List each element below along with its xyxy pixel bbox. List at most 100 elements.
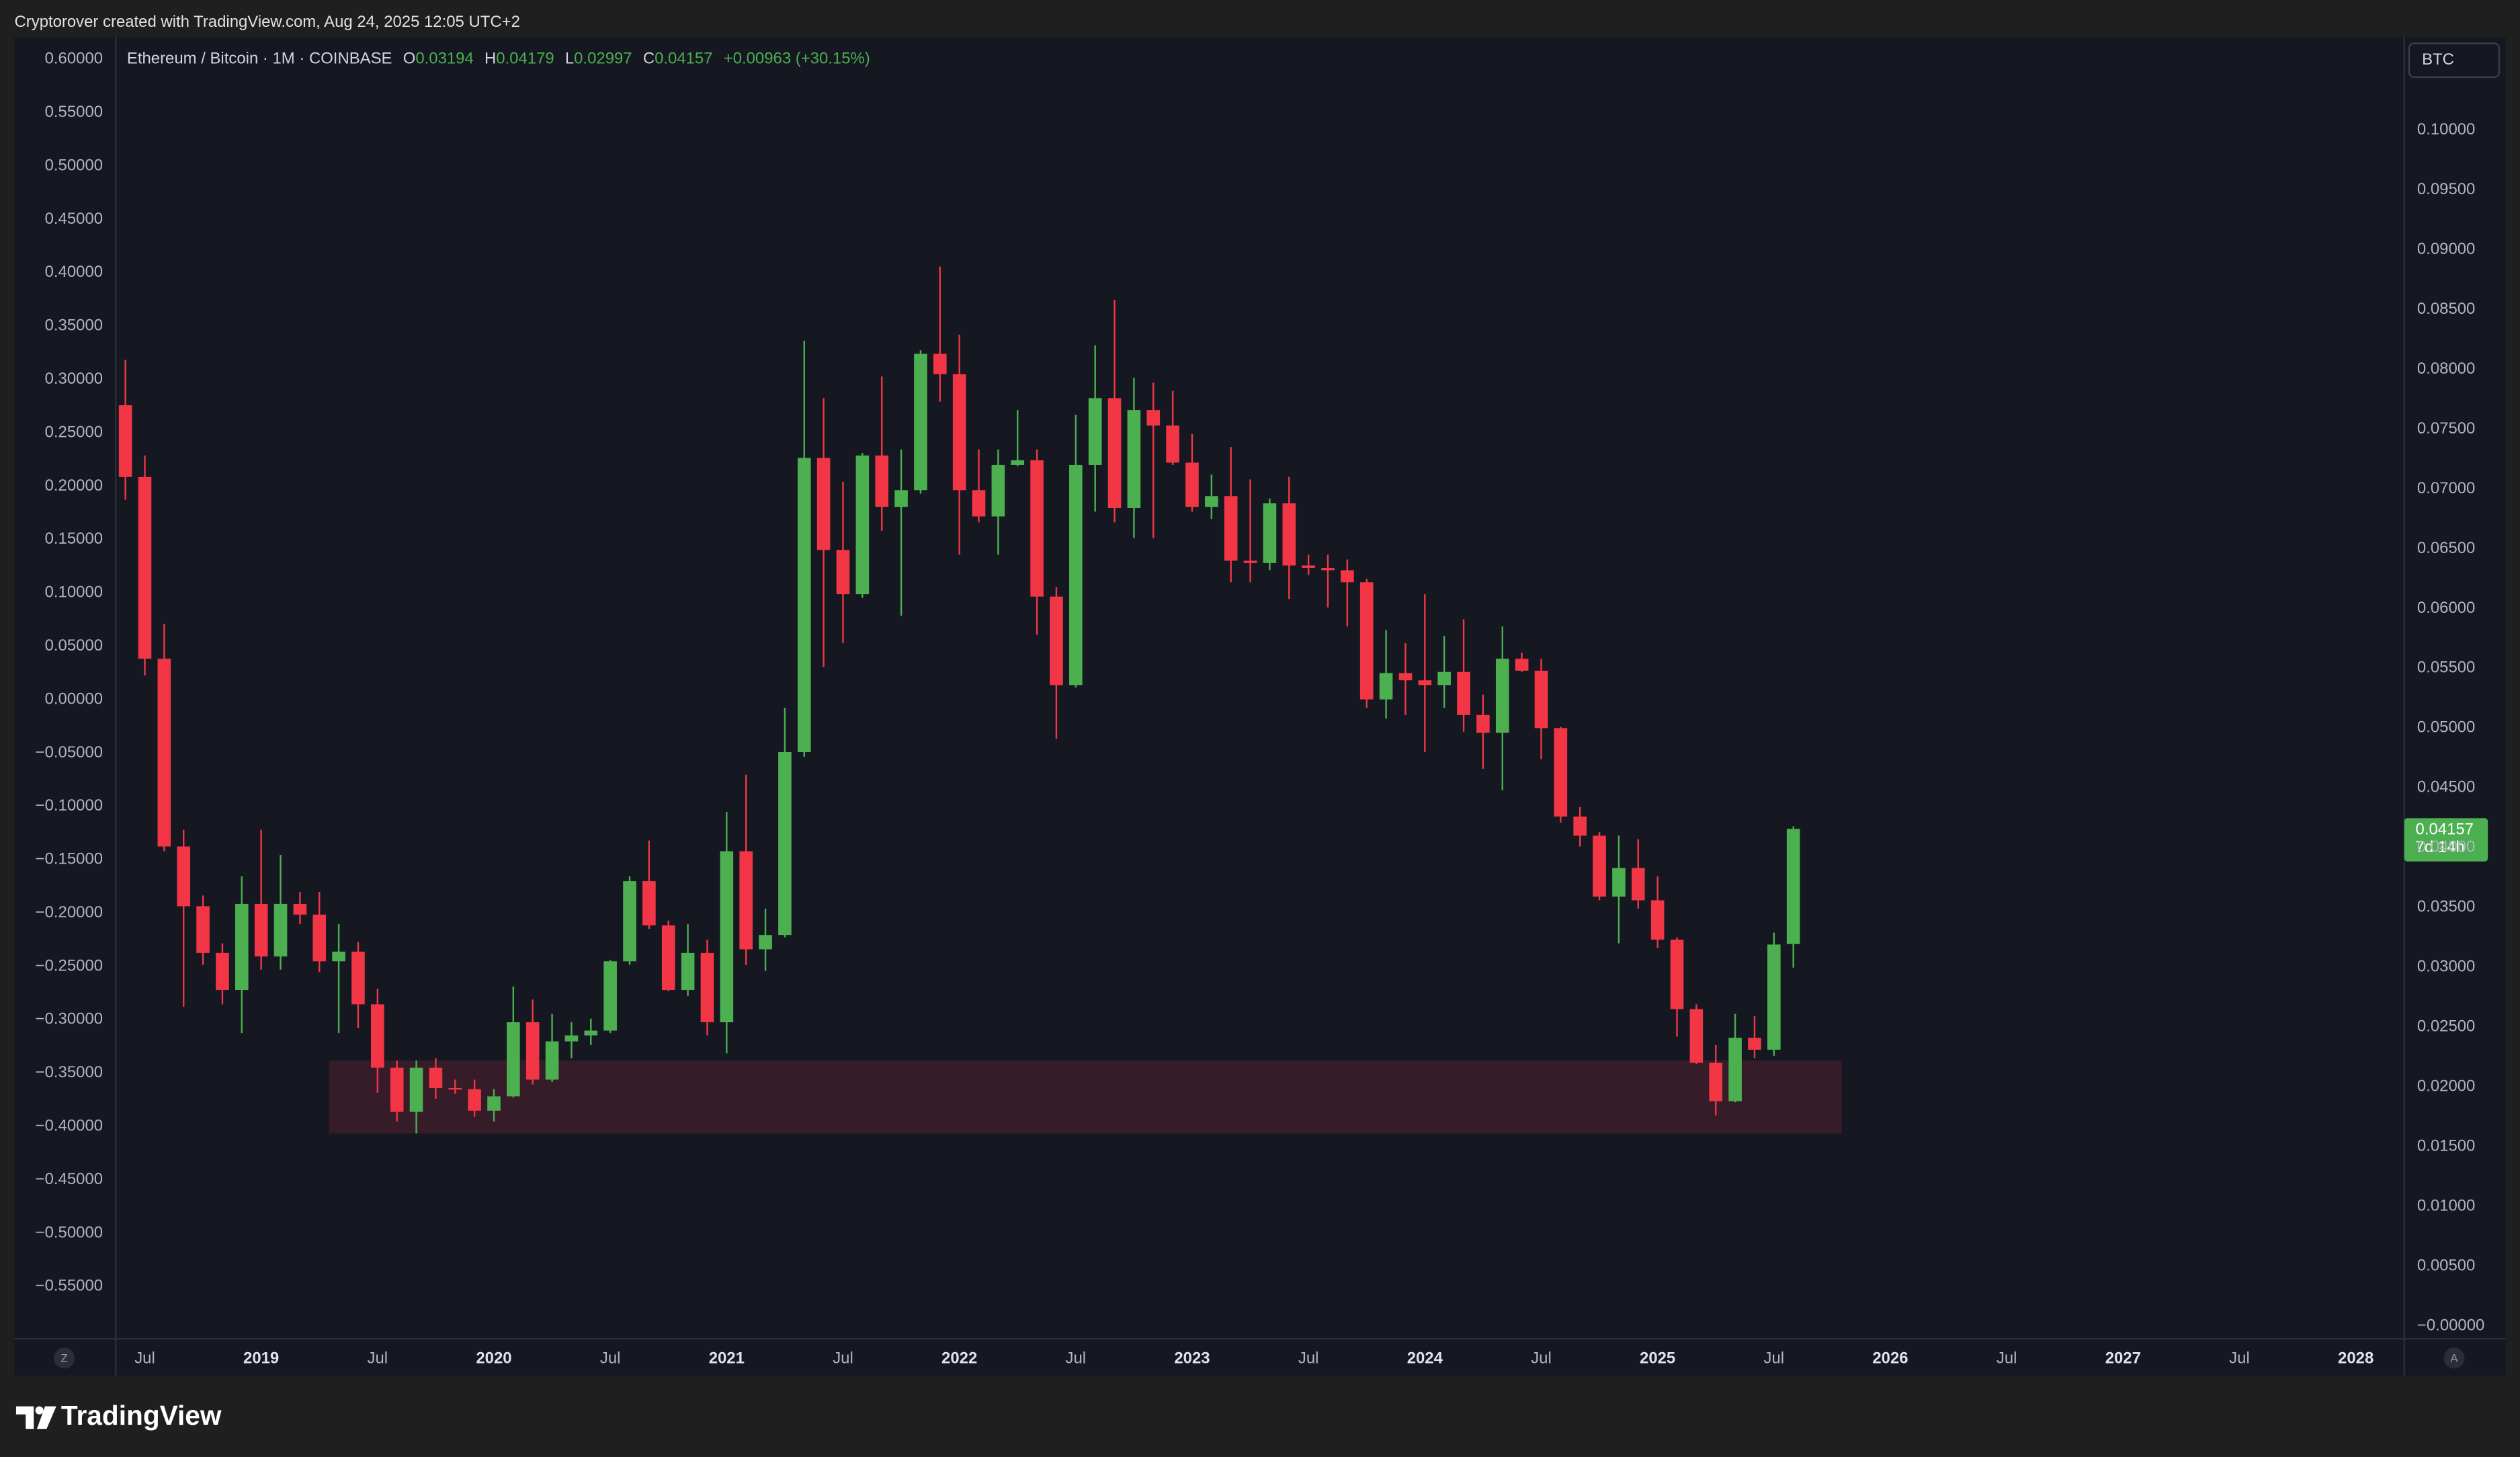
candle-body — [177, 846, 191, 907]
chart-legend: Ethereum / Bitcoin · 1M · COINBASE O0.03… — [127, 50, 870, 68]
currency-button[interactable] — [2408, 42, 2501, 78]
candle-body — [1631, 868, 1645, 901]
candle-body — [1515, 659, 1529, 671]
zoom-label: Z — [61, 1352, 68, 1365]
x-tick-label: 2028 — [2338, 1349, 2374, 1367]
candle-body — [409, 1067, 423, 1112]
x-tick-label: 2019 — [243, 1349, 279, 1367]
y-tick-label: 0.07500 — [2417, 419, 2475, 438]
candle-body — [487, 1096, 501, 1111]
candle-body — [972, 490, 986, 517]
ohlc-value: 0.03194 — [415, 50, 473, 68]
y2-tick-label: 0.10000 — [45, 583, 103, 601]
ohlc-value: 0.04179 — [496, 50, 554, 68]
candle-body — [1476, 714, 1490, 733]
candle-body — [293, 903, 307, 915]
candle-body — [1088, 398, 1102, 465]
candle-body — [526, 1022, 540, 1080]
candle-body — [1767, 944, 1781, 1050]
candle-body — [720, 851, 734, 1023]
y-tick-label: 0.01000 — [2417, 1196, 2475, 1214]
y-tick-label: 0.09000 — [2417, 240, 2475, 258]
candle-body — [836, 550, 850, 595]
credit: Cryptorover created with TradingView.com… — [15, 13, 520, 31]
candle-body — [1127, 410, 1141, 509]
y2-tick-label: −0.35000 — [36, 1063, 103, 1081]
y-tick-label: 0.06000 — [2417, 599, 2475, 617]
candle-body — [1359, 582, 1374, 700]
x-tick-label: 2020 — [476, 1349, 511, 1367]
candle-body — [894, 490, 908, 507]
y2-tick-label: 0.20000 — [45, 476, 103, 495]
y2-tick-label: 0.30000 — [45, 370, 103, 388]
x-tick-label: Jul — [1997, 1349, 2017, 1367]
x-tick-label: Jul — [134, 1349, 155, 1367]
candle-body — [1263, 503, 1277, 563]
candle-body — [1786, 829, 1800, 944]
x-tick-label: Jul — [833, 1349, 853, 1367]
x-tick-label: Jul — [1066, 1349, 1087, 1367]
y2-tick-label: 0.15000 — [45, 530, 103, 548]
ohlc-letter: H — [485, 50, 496, 68]
candle-body — [118, 405, 132, 477]
candle-body — [216, 952, 229, 991]
y-tick-label: −0.00000 — [2417, 1316, 2484, 1334]
candle-body — [1457, 671, 1470, 715]
candle-body — [157, 659, 171, 847]
x-tick-label: Jul — [1531, 1349, 1552, 1367]
y-tick-label: 0.03500 — [2417, 898, 2475, 916]
candle-body — [1709, 1063, 1723, 1101]
y2-tick-label: 0.40000 — [45, 263, 103, 281]
y-tick-label: 0.07000 — [2417, 479, 2475, 497]
candle-body — [254, 903, 268, 957]
auto-label: A — [2450, 1352, 2458, 1365]
candle-body — [1069, 464, 1083, 685]
y-tick-label: 0.02000 — [2417, 1077, 2475, 1095]
countdown: 7d 14h — [2416, 838, 2465, 856]
change: +0.00963 (+30.15%) — [724, 50, 870, 68]
symbol: Ethereum / Bitcoin · 1M · COINBASE — [127, 50, 392, 68]
y-tick-label: 0.10000 — [2417, 120, 2475, 138]
y2-tick-label: −0.25000 — [36, 956, 103, 974]
y2-tick-label: 0.05000 — [45, 636, 103, 655]
ohlc-letter: L — [565, 50, 574, 68]
candle-body — [623, 881, 636, 962]
candle-body — [429, 1067, 443, 1088]
y-tick-label: 0.03000 — [2417, 958, 2475, 976]
candle-body — [933, 353, 947, 374]
last-price: 0.04157 — [2416, 821, 2474, 839]
candle-body — [1534, 670, 1548, 728]
auto-button[interactable] — [2443, 1347, 2465, 1369]
x-tick-label: 2024 — [1407, 1349, 1443, 1367]
logo-shape — [15, 1406, 34, 1429]
y2-tick-label: −0.40000 — [36, 1117, 103, 1135]
y2-tick-label: −0.20000 — [36, 903, 103, 921]
candle-body — [1030, 460, 1044, 597]
candle-body — [1650, 900, 1665, 940]
candle-body — [816, 458, 831, 550]
x-tick-label: 2026 — [1872, 1349, 1908, 1367]
candle-body — [1495, 659, 1509, 733]
y-tick-label: 0.04500 — [2417, 778, 2475, 796]
x-tick-label: 2025 — [1640, 1349, 1675, 1367]
candle-body — [1185, 462, 1199, 507]
zoom-button[interactable] — [54, 1347, 75, 1369]
highlight-zone — [329, 1060, 1842, 1134]
y-tick-label: 0.01500 — [2417, 1136, 2475, 1155]
candle-body — [661, 925, 675, 991]
candle-body — [1593, 835, 1606, 897]
candle-body — [914, 353, 927, 491]
candle-body — [448, 1087, 462, 1090]
candle-body — [1437, 671, 1451, 685]
candle-body — [991, 464, 1005, 517]
y-tick-label: 0.02500 — [2417, 1017, 2475, 1036]
candle-body — [681, 952, 695, 991]
y-tick-label: 0.05000 — [2417, 718, 2475, 737]
candle-body — [1321, 567, 1335, 571]
y2-tick-label: 0.25000 — [45, 423, 103, 441]
y-tick-label: 0.04000 — [2417, 838, 2475, 856]
candle-body — [312, 914, 327, 962]
candle-body — [1379, 673, 1393, 700]
candle-body — [274, 903, 288, 957]
